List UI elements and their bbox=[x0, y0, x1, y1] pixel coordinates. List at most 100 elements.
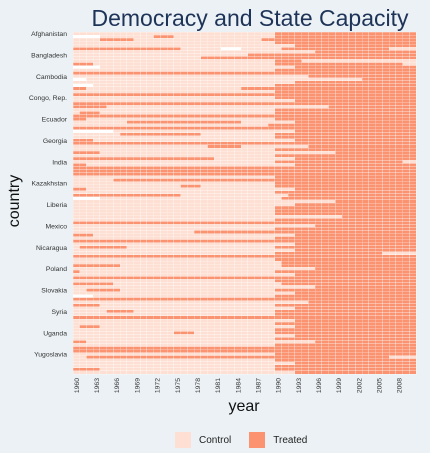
heatmap-cell bbox=[362, 135, 370, 139]
heatmap-cell bbox=[72, 227, 80, 231]
heatmap-cell bbox=[355, 178, 363, 182]
heatmap-cell bbox=[267, 212, 275, 216]
heatmap-cell bbox=[241, 34, 248, 39]
heatmap-cell bbox=[133, 184, 141, 188]
heatmap-cell bbox=[214, 279, 222, 283]
heatmap-cell bbox=[79, 114, 87, 118]
heatmap-cell bbox=[153, 96, 161, 100]
heatmap-cell bbox=[86, 105, 94, 109]
heatmap-cell bbox=[281, 282, 289, 286]
heatmap-cell bbox=[382, 199, 390, 204]
heatmap-cell bbox=[335, 163, 343, 167]
heatmap-cell bbox=[395, 157, 403, 161]
heatmap-cell bbox=[261, 318, 269, 323]
heatmap-cell bbox=[301, 224, 309, 228]
heatmap-cell bbox=[113, 242, 121, 246]
heatmap-cell bbox=[153, 50, 161, 54]
heatmap-cell bbox=[261, 37, 269, 42]
heatmap-cell bbox=[193, 144, 201, 149]
heatmap-cell bbox=[241, 74, 248, 78]
heatmap-cell bbox=[180, 83, 188, 88]
heatmap-cell bbox=[368, 321, 376, 326]
heatmap-cell bbox=[267, 187, 275, 191]
heatmap-cell bbox=[214, 270, 222, 274]
heatmap-cell bbox=[99, 184, 107, 188]
heatmap-cell bbox=[261, 236, 269, 240]
heatmap-cell bbox=[173, 199, 181, 204]
heatmap-cell bbox=[146, 227, 154, 231]
heatmap-cell bbox=[254, 318, 262, 323]
heatmap-cell bbox=[140, 282, 148, 286]
heatmap-cell bbox=[341, 31, 349, 36]
heatmap-cell bbox=[220, 187, 228, 191]
heatmap-cell bbox=[301, 230, 309, 234]
heatmap-cell bbox=[126, 31, 134, 36]
heatmap-cell bbox=[375, 132, 383, 136]
heatmap-cell bbox=[140, 181, 148, 185]
heatmap-cell bbox=[267, 154, 275, 158]
heatmap-cell bbox=[321, 83, 329, 88]
heatmap-cell bbox=[261, 68, 269, 72]
heatmap-cell bbox=[160, 34, 168, 39]
heatmap-cell bbox=[301, 303, 309, 307]
heatmap-cell bbox=[146, 187, 154, 191]
heatmap-cell bbox=[409, 279, 417, 283]
heatmap-cell bbox=[173, 233, 181, 237]
heatmap-cell bbox=[348, 242, 356, 246]
heatmap-cell bbox=[193, 245, 201, 249]
heatmap-cell bbox=[113, 117, 121, 121]
heatmap-cell bbox=[409, 187, 417, 191]
heatmap-cell bbox=[328, 31, 336, 36]
heatmap-cell bbox=[220, 129, 228, 133]
heatmap-cell bbox=[395, 190, 403, 194]
heatmap-cell bbox=[200, 242, 208, 246]
heatmap-cell bbox=[288, 196, 296, 201]
heatmap-cell bbox=[348, 236, 356, 240]
heatmap-cell bbox=[355, 92, 363, 97]
heatmap-cell bbox=[341, 108, 349, 112]
heatmap-cell bbox=[200, 187, 208, 191]
heatmap-cell bbox=[200, 154, 208, 158]
heatmap-cell bbox=[93, 56, 101, 60]
heatmap-cell bbox=[409, 294, 417, 298]
heatmap-cell bbox=[321, 288, 329, 292]
heatmap-cell bbox=[200, 96, 208, 100]
heatmap-cell bbox=[301, 279, 309, 283]
heatmap-cell bbox=[153, 328, 161, 332]
heatmap-cell bbox=[167, 318, 175, 323]
heatmap-cell bbox=[288, 31, 296, 36]
heatmap-cell bbox=[402, 221, 410, 225]
heatmap-cell bbox=[99, 56, 107, 60]
heatmap-cell bbox=[187, 77, 195, 81]
heatmap-cell bbox=[86, 83, 94, 88]
heatmap-cell bbox=[207, 282, 215, 286]
heatmap-cell bbox=[173, 230, 181, 234]
heatmap-cell bbox=[368, 77, 376, 81]
heatmap-cell bbox=[281, 178, 289, 182]
heatmap-cell bbox=[220, 126, 228, 130]
heatmap-cell bbox=[382, 190, 390, 194]
heatmap-cell bbox=[402, 150, 410, 155]
heatmap-cell bbox=[79, 132, 87, 136]
heatmap-cell bbox=[402, 34, 410, 39]
heatmap-cell bbox=[341, 227, 349, 231]
heatmap-cell bbox=[93, 215, 101, 219]
heatmap-cell bbox=[234, 169, 242, 173]
heatmap-cell bbox=[180, 126, 188, 130]
heatmap-cell bbox=[234, 321, 242, 326]
heatmap-cell bbox=[126, 285, 134, 289]
heatmap-cell bbox=[314, 111, 322, 115]
heatmap-cell bbox=[274, 205, 282, 210]
heatmap-cell bbox=[146, 325, 154, 329]
heatmap-cell bbox=[187, 312, 195, 317]
heatmap-cell bbox=[126, 218, 134, 222]
heatmap-cell bbox=[119, 86, 127, 91]
heatmap-cell bbox=[281, 47, 289, 51]
heatmap-cell bbox=[395, 273, 403, 277]
heatmap-cell bbox=[267, 31, 275, 36]
heatmap-cell bbox=[281, 208, 289, 213]
heatmap-cell bbox=[133, 80, 141, 85]
heatmap-cell bbox=[247, 117, 255, 121]
heatmap-cell bbox=[388, 297, 396, 301]
heatmap-cell bbox=[72, 77, 80, 81]
